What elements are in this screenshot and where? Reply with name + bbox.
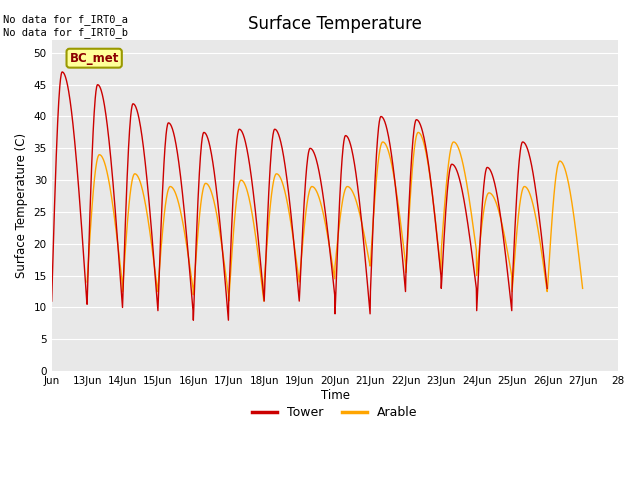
- X-axis label: Time: Time: [321, 389, 349, 402]
- Text: BC_met: BC_met: [70, 52, 119, 65]
- Title: Surface Temperature: Surface Temperature: [248, 15, 422, 33]
- Y-axis label: Surface Temperature (C): Surface Temperature (C): [15, 133, 28, 278]
- Legend: Tower, Arable: Tower, Arable: [247, 401, 423, 424]
- Text: No data for f_IRT0_a
No data for f_IRT0_b: No data for f_IRT0_a No data for f_IRT0_…: [3, 14, 128, 38]
